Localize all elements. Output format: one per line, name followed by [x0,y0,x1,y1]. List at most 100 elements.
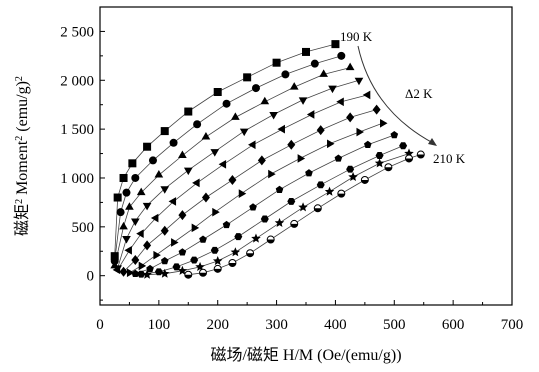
data-point [239,128,249,137]
data-point [348,172,358,182]
annotations: 190 K 210 K Δ2 K [340,29,466,166]
data-point [116,208,125,217]
data-point [222,99,231,108]
data-point [331,40,340,49]
x-tick-label: 300 [265,317,288,333]
data-point-fill [405,158,413,162]
data-point-fill [184,274,192,279]
data-point [287,139,296,150]
data-point [183,167,193,176]
data-point [119,221,128,230]
data-point [177,265,188,275]
data-point [277,124,285,134]
label-190k: 190 K [340,29,373,44]
data-point [172,263,181,271]
data-point [305,169,313,177]
data-point [363,140,372,148]
data-point [184,107,193,116]
y-axis-title-sup3: 2 [14,76,25,81]
data-point [212,207,220,217]
series-202k [126,118,388,278]
data-point-fill [314,208,322,212]
x-tick-label: 600 [442,317,465,333]
y-axis-ticks: 0 500 1 000 1 500 2 000 2 500 [60,6,105,301]
data-point [138,261,147,271]
data-point [228,174,237,185]
data-point-fill [337,193,345,198]
data-point [272,58,281,67]
data-point-fill [290,223,298,228]
data-point-fill [361,179,369,184]
y-axis-title: 磁矩2 Moment2 (emu/g)2 [13,76,31,236]
y-axis-title-mid: Moment [14,140,31,199]
data-point [260,96,270,105]
data-point [289,82,299,90]
x-tick-label: 400 [324,317,347,333]
data-point-fill [214,268,222,273]
label-210k: 210 K [433,151,466,166]
data-point-fill [199,272,207,277]
data-point [380,118,388,128]
data-point [143,240,152,251]
data-point-fill [246,253,254,257]
data-point [306,110,315,119]
data-point [122,188,131,197]
data-point [212,256,223,266]
data-point [238,189,247,198]
data-point [160,225,169,236]
data-point [275,185,284,193]
series-194k [110,62,355,269]
series-206k [137,142,408,278]
temperature-step-arrow [357,45,434,144]
data-point [124,245,132,255]
data-point [251,84,260,93]
data-point [346,165,355,173]
data-point [178,150,187,159]
label-delta-2k: Δ2 K [405,86,433,101]
data-point [328,85,337,94]
data-point [362,90,371,100]
data-point [345,62,355,71]
data-point [160,186,170,194]
data-point [137,270,146,278]
data-point [142,202,152,211]
data-point [222,220,231,229]
data-point [119,266,128,277]
data-point [257,155,266,166]
y-tick-label: 1 500 [60,122,94,138]
data-point [148,156,157,165]
data-point [334,154,343,162]
data-point [159,268,170,278]
data-point [249,203,257,211]
data-point [251,233,261,243]
data-point [281,70,290,79]
data-point [136,229,144,239]
series-line [129,122,383,274]
data-point-fill [228,262,236,267]
data-point [201,192,210,203]
series-210k [184,150,425,279]
data-point [354,77,364,86]
data-point [128,159,137,168]
data-point [168,197,177,206]
data-point [316,181,325,189]
data-point [260,215,269,223]
data-point [192,178,200,188]
data-point [146,264,154,273]
data-point [110,252,119,261]
data-point [375,152,384,159]
data-point [210,246,219,254]
y-tick-label: 0 [87,269,95,285]
series-line [188,154,421,276]
series-192k [110,51,346,266]
data-point [178,248,187,256]
data-point [143,142,152,151]
data-point [113,193,122,202]
data-point [297,154,306,163]
data-point [171,238,179,247]
data-point [153,250,161,260]
data-point [150,213,159,223]
data-point [119,173,128,182]
data-point [122,236,131,244]
